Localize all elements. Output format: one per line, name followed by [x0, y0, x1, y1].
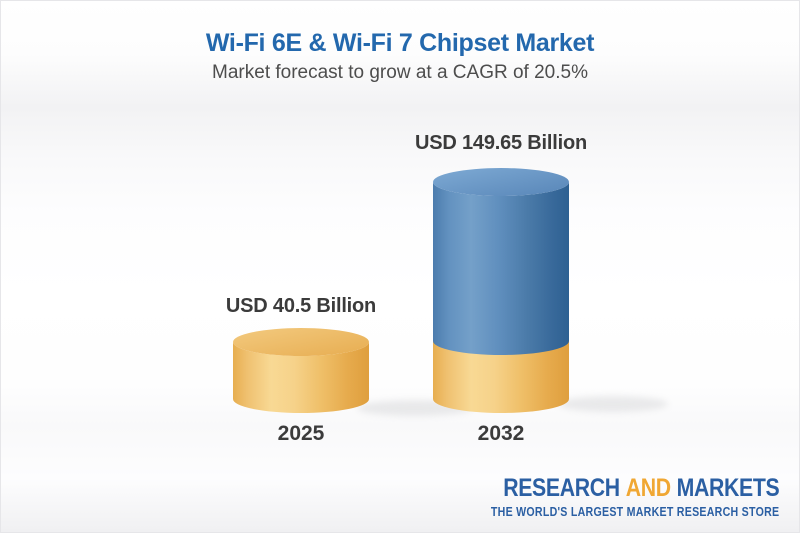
value-label-2032: USD 149.65 Billion [414, 132, 587, 154]
cylinder-2032-blue-segment [433, 182, 569, 355]
cylinder-2025 [233, 328, 369, 413]
logo-word-and: AND [625, 474, 671, 502]
chart-subtitle: Market forecast to grow at a CAGR of 20.… [212, 62, 588, 83]
chart-title: Wi-Fi 6E & Wi-Fi 7 Chipset Market [205, 29, 595, 57]
cylinder-2025-body [233, 342, 369, 413]
year-label-2025: 2025 [277, 422, 325, 445]
cylinder-2032 [433, 168, 569, 413]
year-label-2032: 2032 [477, 422, 525, 445]
cylinder-2025-top [233, 328, 369, 356]
logo-tagline: THE WORLD'S LARGEST MARKET RESEARCH STOR… [490, 505, 779, 519]
logo-word-markets: MARKETS [676, 474, 779, 502]
bar-shadow-2032 [558, 396, 668, 412]
cylinder-2032-top [433, 168, 569, 196]
logo-wordmark: RESEARCH AND MARKETS [491, 474, 779, 503]
research-and-markets-logo: RESEARCH AND MARKETS THE WORLD'S LARGEST… [440, 474, 780, 519]
logo-word-research: RESEARCH [502, 474, 620, 502]
value-label-2025: USD 40.5 Billion [225, 295, 377, 317]
